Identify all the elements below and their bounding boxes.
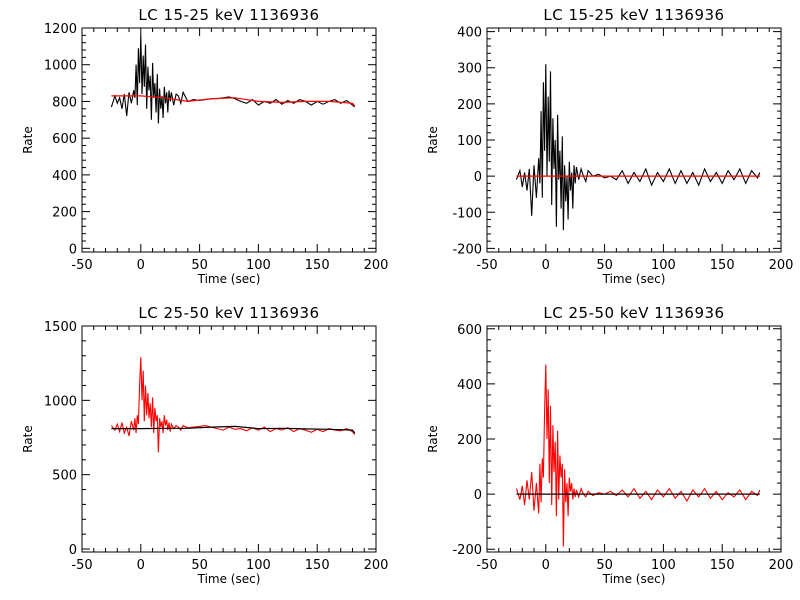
x-tick-label: 200 bbox=[769, 258, 794, 273]
x-tick-label: 100 bbox=[246, 558, 271, 573]
chart-title: LC 15-25 keV 1136936 bbox=[138, 6, 319, 24]
x-tick-label: 200 bbox=[769, 558, 794, 573]
model-curve-line bbox=[111, 425, 356, 434]
chart-panel-4: LC 25-50 keV 1136936 -50 0 50 100 150 200 -200 0… bbox=[426, 304, 793, 586]
y-tick-label: 600 bbox=[52, 132, 77, 147]
x-tick-label: 0 bbox=[137, 258, 145, 273]
y-tick-label: 0 bbox=[69, 242, 77, 257]
x-tick-label: 100 bbox=[651, 558, 676, 573]
y-tick-label: 100 bbox=[457, 134, 482, 149]
y-tick-label: 1000 bbox=[44, 59, 77, 74]
y-axis-label: Rate bbox=[21, 425, 35, 453]
y-tick-label: -100 bbox=[452, 206, 482, 221]
x-tick-label: 50 bbox=[596, 558, 613, 573]
y-tick-label: -200 bbox=[452, 543, 482, 558]
y-tick-label: 200 bbox=[457, 433, 482, 448]
y-tick-label: 200 bbox=[457, 98, 482, 113]
x-tick-label: 0 bbox=[137, 558, 145, 573]
x-tick-label: 100 bbox=[246, 258, 271, 273]
y-tick-label: 400 bbox=[457, 378, 482, 393]
chart-panel-3: LC 25-50 keV 1136936-50 0 50 100 150 20005001… bbox=[21, 304, 388, 586]
x-tick-label: 0 bbox=[542, 258, 550, 273]
x-axis-label: Time (sec) bbox=[602, 272, 666, 286]
x-tick-label: 150 bbox=[710, 558, 735, 573]
y-axis-label: Rate bbox=[426, 425, 440, 453]
chart-panel-1: LC 15-25 keV 1136936-50 0 50 100 150 20002004… bbox=[21, 6, 388, 286]
x-tick-label: 150 bbox=[305, 258, 330, 273]
y-tick-label: 500 bbox=[52, 469, 77, 484]
y-axis-label: Rate bbox=[426, 126, 440, 154]
x-tick-label: 150 bbox=[305, 558, 330, 573]
x-tick-label: 200 bbox=[364, 258, 389, 273]
plot-frame bbox=[81, 27, 377, 253]
plot-frame bbox=[81, 325, 377, 553]
x-tick-label: 150 bbox=[710, 258, 735, 273]
y-tick-label: 400 bbox=[52, 169, 77, 184]
x-tick-label: 0 bbox=[542, 558, 550, 573]
y-tick-label: 1000 bbox=[44, 394, 77, 409]
y-tick-label: 1200 bbox=[44, 22, 77, 37]
y-axis-label: Rate bbox=[21, 126, 35, 154]
x-tick-label: 200 bbox=[364, 558, 389, 573]
x-tick-label: 50 bbox=[596, 258, 613, 273]
y-tick-label: 0 bbox=[69, 543, 77, 558]
y-tick-label: 0 bbox=[474, 170, 482, 185]
light-curve-line bbox=[515, 64, 761, 231]
y-tick-label: 1500 bbox=[44, 320, 77, 335]
light-curve-line bbox=[110, 35, 356, 124]
x-tick-label: -50 bbox=[476, 258, 497, 273]
y-tick-label: -200 bbox=[452, 242, 482, 257]
chart-panel-2: LC 15-25 keV 1136936 -50 0 50 100 150 200 -200 -… bbox=[426, 6, 793, 286]
x-tick-label: 50 bbox=[191, 558, 208, 573]
chart-title: LC 25-50 keV 1136936 bbox=[138, 304, 319, 322]
y-tick-label: 800 bbox=[52, 95, 77, 110]
x-tick-label: -50 bbox=[71, 258, 92, 273]
x-axis-label: Time (sec) bbox=[602, 572, 666, 586]
y-tick-label: 400 bbox=[457, 26, 482, 41]
chart-title: LC 25-50 keV 1136936 bbox=[543, 304, 724, 322]
y-tick-label: 300 bbox=[457, 62, 482, 77]
light-curve-line bbox=[110, 357, 356, 453]
x-tick-label: 50 bbox=[191, 258, 208, 273]
light-curve-line bbox=[515, 364, 761, 547]
x-axis-label: Time (sec) bbox=[197, 272, 261, 286]
y-tick-label: 600 bbox=[457, 323, 482, 338]
chart-title: LC 15-25 keV 1136936 bbox=[543, 6, 724, 24]
x-tick-label: 100 bbox=[651, 258, 676, 273]
x-axis-label: Time (sec) bbox=[197, 572, 261, 586]
x-tick-label: -50 bbox=[476, 558, 497, 573]
x-tick-label: -50 bbox=[71, 558, 92, 573]
model-curve-line bbox=[111, 95, 356, 107]
y-tick-label: 0 bbox=[474, 488, 482, 503]
y-tick-label: 200 bbox=[52, 206, 77, 221]
